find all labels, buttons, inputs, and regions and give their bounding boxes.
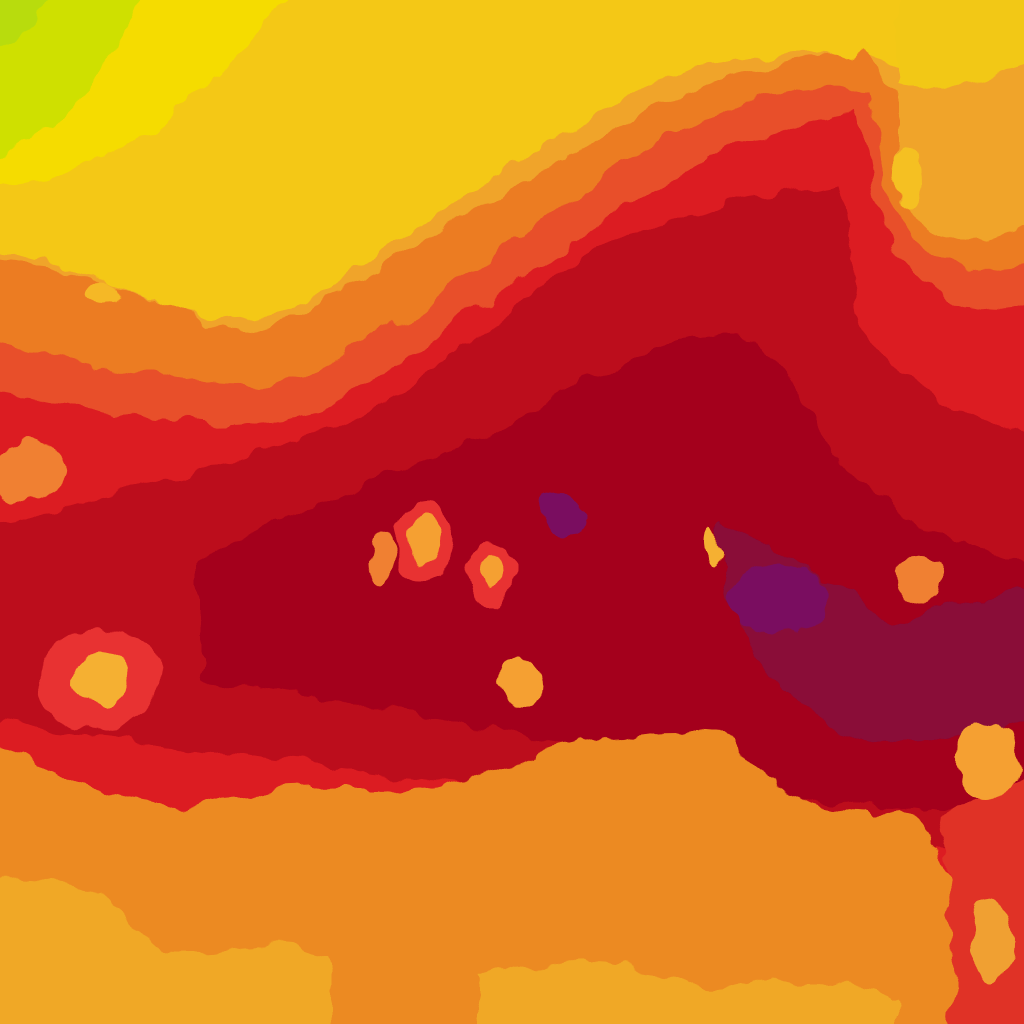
spot-yellow [89,283,121,307]
band-south-light [480,961,900,1024]
band-green [0,0,49,49]
spot-orange [366,538,394,582]
spot-orange [0,440,65,500]
spot-orange [478,557,502,593]
spot-orange [70,655,130,705]
spot-orange [955,720,1015,800]
band-south-light [0,878,330,1024]
spot-orange [968,900,1012,980]
spot-orange [409,514,441,566]
spot-orange [709,532,721,568]
band-yellow-green [0,0,142,160]
band-yellow-right [900,0,1024,93]
hot-spots [0,150,1015,980]
band-purple [730,565,830,635]
spot-orange [502,654,538,706]
spot-yellow [898,150,922,210]
spot-orange [898,555,942,605]
band-purple [540,495,590,535]
band-yellow [0,0,930,319]
